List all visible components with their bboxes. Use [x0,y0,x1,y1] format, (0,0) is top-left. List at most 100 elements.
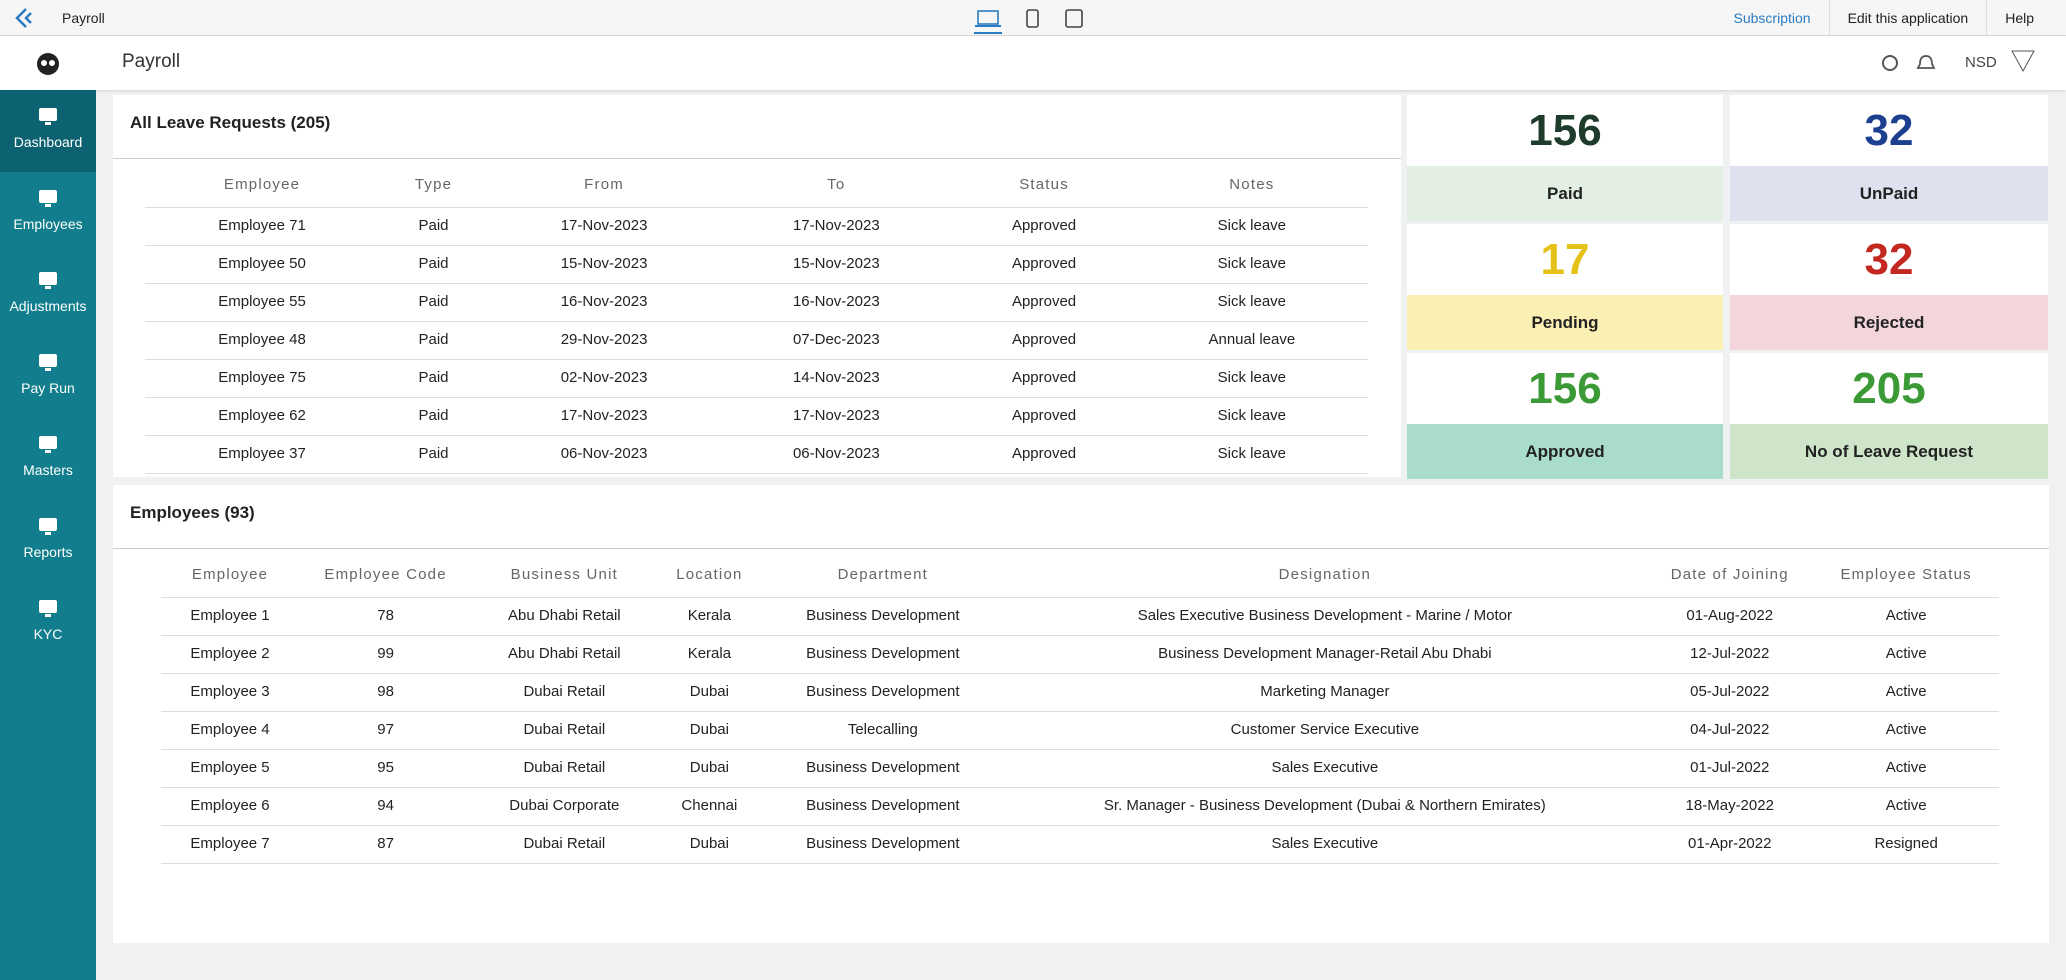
table-cell: Paid [379,283,488,322]
nav-label: Pay Run [21,380,75,396]
table-cell: 17-Nov-2023 [720,207,953,246]
nav-item[interactable]: Masters [0,418,96,500]
table-cell: Dubai [656,711,763,750]
table-cell: Resigned [1813,825,1999,864]
table-row[interactable]: Employee 1 78 Abu Dhabi Retail Kerala Busine… [161,597,1999,636]
column-header: Type [379,163,488,208]
table-row[interactable]: Employee 48 Paid 29-Nov-2023 07-Dec-2023 App… [145,321,1368,360]
stat-value: 17 [1407,224,1723,295]
column-header: Employee Status [1813,553,1999,598]
table-cell: 87 [299,825,473,864]
table-cell: 98 [299,673,473,712]
table-cell: Dubai [656,673,763,712]
table-row[interactable]: Employee 62 Paid 17-Nov-2023 17-Nov-2023 App… [145,397,1368,436]
table-cell: Business Development [762,597,1004,636]
table-cell: 97 [299,711,473,750]
table-row[interactable]: Employee 71 Paid 17-Nov-2023 17-Nov-2023 App… [145,207,1368,246]
table-cell: Sick leave [1135,283,1368,322]
header-title: Payroll [122,51,181,72]
table-cell: Active [1813,711,1999,750]
table-cell: Marketing Manager [1003,673,1647,712]
column-header: Notes [1135,163,1368,208]
table-cell: Annual leave [1135,321,1368,360]
nav-item[interactable]: Pay Run [0,336,96,418]
table-cell: Employee 71 [145,207,380,246]
employees-card: Employees (93) Employee Employee Code Busi… [113,485,2049,943]
column-header: Employee [145,163,380,208]
nav-label: Masters [23,462,73,478]
nav-icon [39,518,57,535]
table-cell: Approved [952,397,1136,436]
stat-label: No of Leave Request [1730,424,2048,479]
table-cell: Paid [379,435,488,474]
user-initials[interactable]: NSD [1965,54,1997,71]
table-cell: Business Development [762,787,1004,826]
table-cell: Active [1813,787,1999,826]
table-cell: Employee 4 [161,711,300,750]
top-link[interactable]: Subscription [1733,10,1811,26]
table-row[interactable]: Employee 2 99 Abu Dhabi Retail Kerala Busine… [161,635,1999,674]
table-cell: Sales Executive [1003,825,1647,864]
table-cell: Dubai Corporate [472,787,657,826]
table-cell: Approved [952,435,1136,474]
table-cell: Sick leave [1135,397,1368,436]
table-cell: 78 [299,597,473,636]
nav-item[interactable]: Dashboard [0,90,96,172]
table-cell: Sick leave [1135,245,1368,284]
stat-label: Rejected [1730,295,2048,350]
table-cell: Approved [952,321,1136,360]
table-row[interactable]: Employee 75 Paid 02-Nov-2023 14-Nov-2023 App… [145,359,1368,398]
employees-table: Employee Employee Code Business Unit Locati… [161,553,1999,864]
device-toggles [974,9,1083,34]
column-header: Employee [161,553,300,598]
table-cell: Sales Executive Business Development - M… [1003,597,1647,636]
table-cell: Employee 5 [161,749,300,788]
table-cell: 01-Aug-2022 [1646,597,1814,636]
nav-item[interactable]: Reports [0,500,96,582]
column-header: From [487,163,721,208]
column-header: Status [952,163,1136,208]
table-cell: Abu Dhabi Retail [472,635,657,674]
table-row[interactable]: Employee 37 Paid 06-Nov-2023 06-Nov-2023 App… [145,435,1368,474]
table-cell: Paid [379,207,488,246]
table-cell: Customer Service Executive [1003,711,1647,750]
logo [15,8,32,28]
nav-icon [39,436,57,453]
nav-item[interactable]: Employees [0,172,96,254]
top-link[interactable]: Help [1986,0,2052,36]
table-cell: 02-Nov-2023 [487,359,721,398]
nav-icon [39,108,57,125]
nav-item[interactable]: KYC [0,582,96,664]
table-cell: Telecalling [762,711,1004,750]
table-cell: 15-Nov-2023 [487,245,721,284]
table-cell: 17-Nov-2023 [487,207,721,246]
table-header: Employee Employee Code Business Unit Locati… [161,553,1999,598]
table-cell: Dubai Retail [472,825,657,864]
table-cell: Employee 62 [145,397,380,436]
table-cell: Paid [379,321,488,360]
table-row[interactable]: Employee 3 98 Dubai Retail Dubai Business De… [161,673,1999,712]
table-row[interactable]: Employee 55 Paid 16-Nov-2023 16-Nov-2023 App… [145,283,1368,322]
column-header: Department [762,553,1004,598]
table-cell: Paid [379,397,488,436]
table-cell: 15-Nov-2023 [720,245,953,284]
top-link[interactable]: Edit this application [1828,0,1987,36]
nav-label: Adjustments [9,298,87,314]
table-row[interactable]: Employee 5 95 Dubai Retail Dubai Business De… [161,749,1999,788]
app-name: Payroll [62,10,105,26]
table-cell: 06-Nov-2023 [487,435,721,474]
stats-grid: 156 32 Paid UnPaid 17 32 Pending Rejected 156 205… [1407,95,2049,482]
table-cell: Approved [952,359,1136,398]
table-cell: 94 [299,787,473,826]
nav-icon [39,354,57,371]
table-row[interactable]: Employee 7 87 Dubai Retail Dubai Business De… [161,825,1999,864]
stat-label: UnPaid [1730,166,2048,221]
table-row[interactable]: Employee 4 97 Dubai Retail Dubai Telecalling… [161,711,1999,750]
nav-item[interactable]: Adjustments [0,254,96,336]
column-header: Business Unit [472,553,657,598]
table-cell: Employee 1 [161,597,300,636]
table-row[interactable]: Employee 6 94 Dubai Corporate Chennai Busine… [161,787,1999,826]
table-cell: Employee 2 [161,635,300,674]
table-row[interactable]: Employee 50 Paid 15-Nov-2023 15-Nov-2023 App… [145,245,1368,284]
header-icons[interactable] [1875,48,1965,78]
